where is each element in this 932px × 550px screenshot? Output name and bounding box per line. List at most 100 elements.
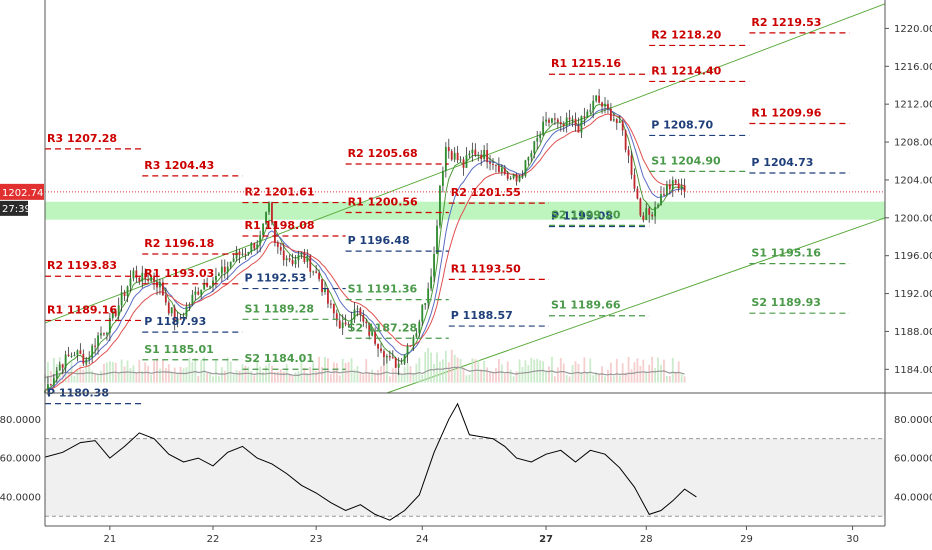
- volume-bar: [179, 366, 182, 383]
- price-tick-label: 1212.00: [894, 100, 932, 111]
- candle-body: [577, 125, 580, 133]
- volume-bar: [509, 369, 512, 383]
- channel-line: [386, 217, 886, 394]
- candle-body: [660, 194, 662, 205]
- volume-bar: [430, 352, 433, 383]
- volume-bar: [621, 363, 624, 383]
- volume-bar: [73, 376, 76, 383]
- volume-bar: [129, 368, 132, 383]
- candle-body: [206, 282, 209, 287]
- candle-body: [262, 223, 265, 236]
- price-tick-label: 1196.00: [894, 251, 932, 262]
- volume-bar: [297, 371, 300, 383]
- pivot-level-label: R1 1215.16: [551, 57, 621, 70]
- volume-bar: [512, 376, 515, 383]
- candle-body: [397, 363, 400, 368]
- candle-body: [150, 275, 153, 282]
- volume-bar: [220, 367, 223, 383]
- candle-body: [468, 153, 471, 156]
- candle-body: [318, 272, 321, 280]
- candle-body: [636, 188, 639, 199]
- candle-body: [539, 134, 542, 139]
- volume-bar: [577, 363, 580, 383]
- candle-body: [85, 359, 88, 364]
- volume-bar: [436, 352, 438, 383]
- candle-body: [73, 355, 76, 357]
- candle-body: [332, 303, 335, 314]
- pivot-level-label: P 1208.70: [651, 118, 713, 131]
- candle-body: [609, 108, 612, 121]
- candle-body: [303, 252, 306, 262]
- pivot-level-label: R1 1200.56: [348, 196, 418, 209]
- candle-body: [306, 255, 309, 262]
- volume-bar: [197, 375, 200, 383]
- volume-bar: [256, 361, 259, 383]
- volume-bar: [120, 359, 123, 383]
- volume-bars: [44, 347, 686, 383]
- last-price-tag-left-text: 1202.74: [2, 188, 43, 199]
- volume-bar: [580, 372, 583, 383]
- volume-bar: [530, 357, 533, 383]
- candle-body: [403, 354, 406, 364]
- candle-body: [105, 332, 108, 335]
- volume-bar: [394, 365, 397, 383]
- volume-bar: [135, 372, 138, 383]
- volume-bar: [132, 365, 135, 383]
- candle-body: [492, 163, 494, 165]
- candle-body: [170, 307, 173, 314]
- candle-body: [365, 321, 368, 324]
- volume-bar: [397, 371, 400, 383]
- candle-body: [327, 288, 329, 304]
- candle-body: [436, 225, 438, 255]
- candle-body: [477, 154, 480, 156]
- candle-body: [173, 307, 176, 322]
- volume-bar: [527, 365, 530, 383]
- candle-body: [391, 357, 394, 359]
- candle-body: [312, 271, 315, 273]
- volume-bar: [683, 376, 686, 383]
- candle-body: [394, 357, 397, 368]
- candle-body: [377, 343, 379, 349]
- volume-bar: [167, 364, 170, 383]
- volume-bar: [294, 372, 297, 383]
- candle-body: [409, 345, 412, 347]
- volume-bar: [341, 358, 344, 383]
- volume-bar: [477, 360, 480, 383]
- volume-bar: [279, 369, 282, 383]
- candle-body: [209, 286, 211, 288]
- candle-body: [462, 159, 465, 168]
- candle-body: [67, 354, 70, 357]
- volume-bar: [365, 359, 368, 383]
- volume-bar: [206, 373, 209, 383]
- candle-body: [433, 254, 435, 277]
- volume-bar: [447, 362, 450, 383]
- candle-body: [651, 214, 654, 217]
- candle-body: [55, 370, 58, 379]
- candle-body: [200, 289, 203, 295]
- candle-body: [315, 271, 318, 273]
- candle-body: [439, 185, 441, 226]
- candle-body: [91, 345, 94, 358]
- candle-body: [406, 345, 409, 355]
- candle-body: [415, 333, 418, 337]
- volume-bar: [518, 359, 521, 383]
- candle-body: [441, 170, 444, 186]
- candle-body: [683, 185, 686, 192]
- volume-bar: [52, 357, 55, 383]
- support-zone: [45, 201, 885, 220]
- countdown-tag-left: [0, 200, 28, 216]
- candle-body: [185, 306, 188, 317]
- volume-bar: [67, 372, 70, 383]
- time-tick-label: 23: [310, 534, 323, 545]
- candle-body: [300, 252, 303, 255]
- candle-body: [618, 121, 621, 123]
- volume-bar: [282, 371, 285, 383]
- volume-bar: [362, 374, 365, 383]
- volume-bar: [82, 369, 85, 383]
- candle-body: [604, 103, 606, 107]
- candle-body: [217, 273, 220, 277]
- price-tick-label: 1192.00: [894, 289, 932, 300]
- candle-body: [489, 162, 491, 164]
- volume-bar: [273, 371, 276, 383]
- volume-bar: [200, 359, 203, 383]
